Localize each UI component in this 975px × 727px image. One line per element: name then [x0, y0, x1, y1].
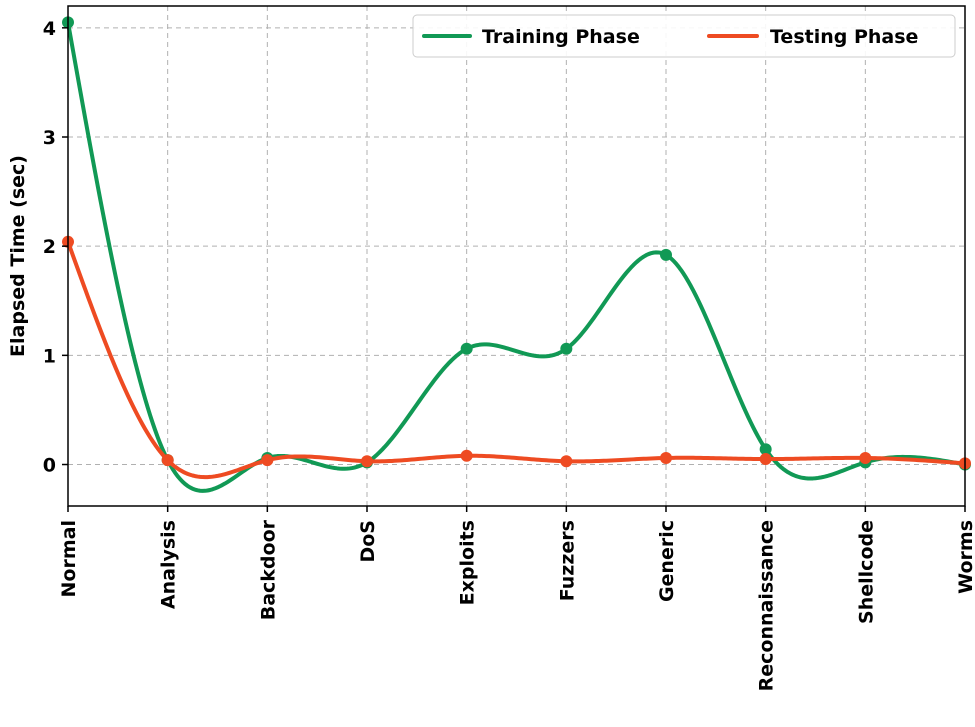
y-tick-label: 2: [43, 236, 56, 258]
y-tick-label: 4: [43, 18, 56, 40]
legend: Training Phase Testing Phase: [412, 14, 956, 58]
series-testing-phase: [62, 235, 971, 480]
data-point-testing-phase: [261, 454, 274, 467]
legend-label-training-phase: Training Phase: [482, 26, 640, 48]
x-tick-label: Fuzzers: [556, 520, 578, 601]
y-tick-label: 3: [43, 127, 56, 149]
data-point-training-phase: [460, 342, 473, 355]
data-point-testing-phase: [361, 455, 373, 468]
data-point-training-phase: [660, 248, 672, 261]
grid: [67, 6, 966, 506]
x-tick-label: Shellcode: [855, 520, 877, 624]
series-line-testing-phase: [66, 239, 967, 480]
data-point-testing-phase: [560, 455, 573, 468]
x-tick-label: Generic: [656, 520, 678, 602]
x-tick-label: DoS: [357, 520, 379, 563]
y-axis: 0 1 2 3 4: [43, 18, 68, 477]
data-point-training-phase: [560, 342, 573, 355]
data-point-testing-phase: [759, 453, 772, 466]
series-training-phase: [62, 16, 971, 493]
x-tick-label: Worms: [955, 520, 975, 594]
data-point-testing-phase: [460, 449, 473, 462]
legend-label-testing-phase: Testing Phase: [770, 26, 918, 48]
y-tick-label: 1: [43, 345, 56, 367]
data-point-testing-phase: [859, 451, 872, 464]
x-tick-label: Reconnaissance: [756, 520, 778, 691]
x-tick-label: Exploits: [457, 520, 479, 605]
x-tick-label: Normal: [58, 520, 80, 597]
x-tick-label: Analysis: [158, 520, 180, 609]
legend-box: [412, 14, 956, 58]
y-axis-title: Elapsed Time (sec): [7, 155, 29, 357]
series-line-training-phase: [66, 20, 967, 493]
y-tick-label: 0: [43, 455, 56, 477]
x-tick-label: Backdoor: [257, 519, 279, 620]
data-point-training-phase: [759, 443, 772, 456]
series-layer: [62, 16, 971, 493]
x-axis: Normal Analysis Backdoor DoS Exploits Fuzzers…: [58, 506, 975, 691]
data-point-testing-phase: [161, 454, 174, 467]
plot-frame: [67, 5, 966, 507]
data-point-testing-phase: [660, 451, 672, 464]
